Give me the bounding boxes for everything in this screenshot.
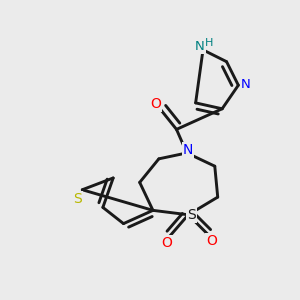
Text: O: O <box>161 236 172 250</box>
Text: N: N <box>195 40 205 53</box>
Text: H: H <box>205 38 214 47</box>
Text: O: O <box>150 98 161 111</box>
Text: O: O <box>206 234 217 248</box>
Text: N: N <box>241 78 250 91</box>
Text: S: S <box>74 192 82 206</box>
Text: S: S <box>188 208 196 222</box>
Text: N: N <box>183 143 194 157</box>
